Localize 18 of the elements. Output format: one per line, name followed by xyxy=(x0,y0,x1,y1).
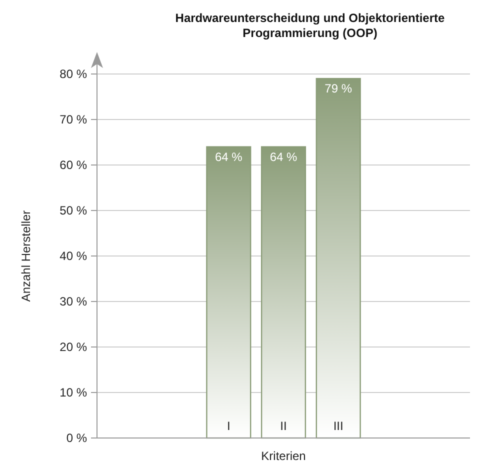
x-tick-label: I xyxy=(226,419,230,433)
chart-title: Hardwareunterscheidung und Objektorientierte Programmierung (OOP) xyxy=(175,11,446,40)
y-tick-label: 20 % xyxy=(60,340,88,354)
x-axis-title: Kriterien xyxy=(261,449,306,463)
y-tick-label: 40 % xyxy=(60,249,88,264)
data-label: 79 % xyxy=(324,82,352,96)
y-tick-label: 60 % xyxy=(60,158,88,172)
data-label: 64 % xyxy=(214,150,243,164)
data-label: 64 % xyxy=(270,150,298,164)
y-tick-label: 80 % xyxy=(60,67,88,82)
y-tick-label: 50 % xyxy=(60,204,88,218)
y-tick-label: 10 % xyxy=(60,386,88,400)
y-tick-label: 0 % xyxy=(66,431,88,446)
y-tick-label: 30 % xyxy=(60,294,88,309)
y-axis-title: Anzahl Hersteller xyxy=(19,210,33,302)
x-tick-label: III xyxy=(333,419,344,433)
x-tick-label: II xyxy=(280,419,287,433)
y-tick-label: 70 % xyxy=(60,112,88,127)
